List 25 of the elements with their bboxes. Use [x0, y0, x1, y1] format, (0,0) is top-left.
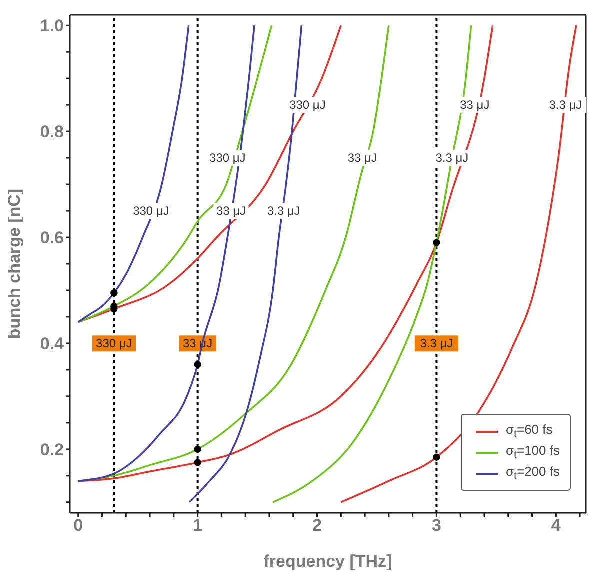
y-tick-label: 1.0: [40, 16, 64, 36]
legend-label: σ$_{t}$=100 fs: [506, 443, 560, 462]
y-tick-label: 0.4: [40, 334, 65, 354]
annotation: 33 μJ: [348, 151, 378, 166]
ref-line-label: 330 μJ: [96, 336, 132, 351]
x-tick-label: 0: [74, 516, 84, 536]
annotation: 330 μJ: [290, 98, 326, 112]
x-tick-label: 2: [312, 516, 322, 536]
legend-label: σ$_{t}$=200 fs: [506, 464, 560, 483]
y-tick-label: 0.6: [40, 228, 64, 248]
annotation: 33 μJ: [460, 98, 490, 112]
annotation: 33 μJ: [216, 204, 246, 218]
x-tick-label: 4: [551, 516, 562, 536]
y-tick-label: 0.2: [40, 440, 64, 460]
annotation: 3.3 μJ: [549, 98, 582, 112]
x-tick-label: 3: [432, 516, 442, 536]
x-axis-title: frequency [THz]: [264, 552, 392, 571]
annotation: 330 μJ: [210, 151, 246, 166]
y-tick-label: 0.8: [40, 122, 64, 142]
x-tick-label: 1: [193, 516, 203, 536]
y-axis-title: bunch charge [nC]: [5, 188, 24, 340]
ref-line-label: 3.3 μJ: [420, 336, 454, 351]
legend-label: σ$_{t}$=60 fs: [506, 422, 553, 441]
annotation: 330 μJ: [133, 204, 170, 218]
annotation: 3.3 μJ: [267, 204, 300, 218]
